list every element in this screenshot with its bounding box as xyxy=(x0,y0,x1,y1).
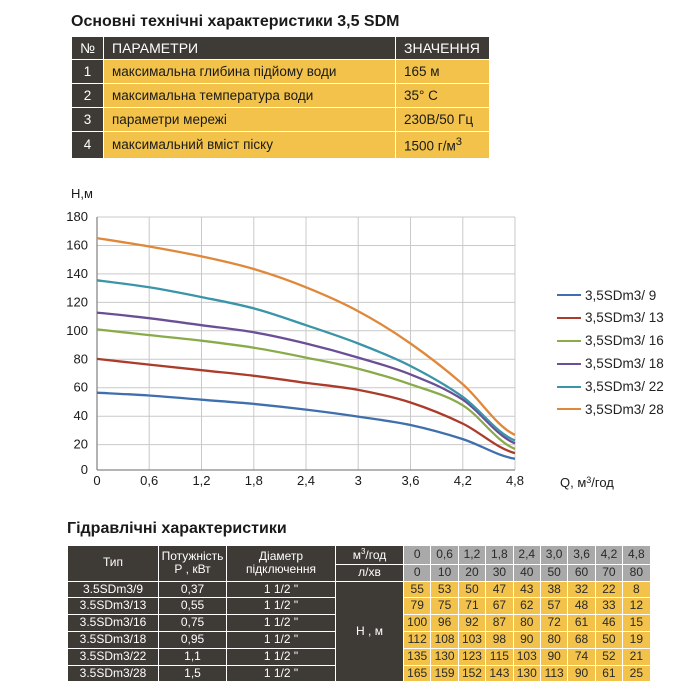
svg-text:20: 20 xyxy=(74,437,88,452)
svg-text:Q, м3/год: Q, м3/год xyxy=(560,475,614,490)
svg-text:0: 0 xyxy=(81,462,88,477)
svg-text:120: 120 xyxy=(66,294,88,309)
svg-text:3: 3 xyxy=(355,473,362,488)
svg-text:60: 60 xyxy=(74,380,88,395)
svg-text:140: 140 xyxy=(66,266,88,281)
svg-text:100: 100 xyxy=(66,323,88,338)
svg-text:0,6: 0,6 xyxy=(140,473,158,488)
svg-text:160: 160 xyxy=(66,238,88,253)
svg-text:3,6: 3,6 xyxy=(401,473,419,488)
svg-text:2,4: 2,4 xyxy=(297,473,315,488)
svg-text:180: 180 xyxy=(66,210,88,224)
svg-text:40: 40 xyxy=(74,408,88,423)
svg-text:4,8: 4,8 xyxy=(506,473,524,488)
svg-text:0: 0 xyxy=(93,473,100,488)
svg-text:1,2: 1,2 xyxy=(192,473,210,488)
svg-text:4,2: 4,2 xyxy=(454,473,472,488)
svg-text:1,8: 1,8 xyxy=(245,473,263,488)
svg-text:80: 80 xyxy=(74,351,88,366)
